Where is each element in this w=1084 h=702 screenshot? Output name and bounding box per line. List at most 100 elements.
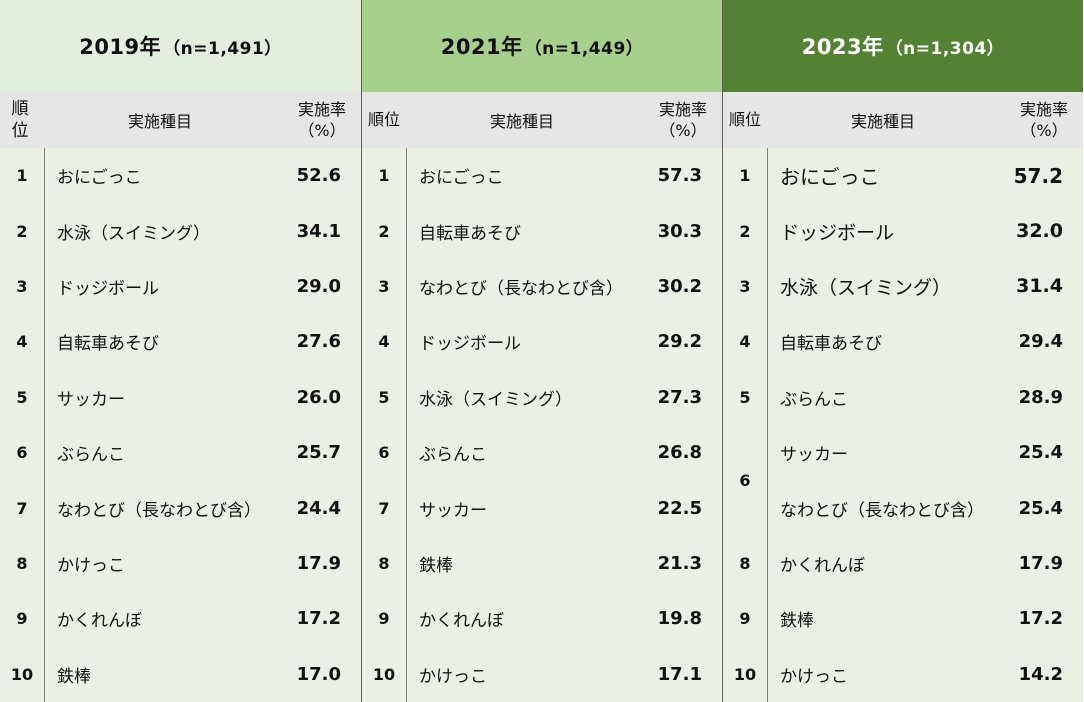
year-title: 2019年 [79, 35, 162, 59]
item-cell: かくれんぼ [57, 611, 142, 632]
rank-cell: 10 [372, 664, 396, 684]
sample-size: （n=1,491） [163, 38, 282, 59]
column-header-2023: 順位 実施種目 実施率 （%） [723, 92, 1083, 148]
rank-cell: 3 [739, 276, 751, 296]
item-cell: 鉄棒 [780, 611, 814, 632]
rate-cell: 29.4 [1018, 331, 1063, 353]
table-row: 1 おにごっこ 57.2 [723, 148, 1083, 203]
column-header-2019: 順 位 実施種目 実施率 （%） [0, 92, 361, 148]
rate-cell: 27.3 [657, 386, 702, 408]
table-row: 3 なわとび（長なわとび含） 30.2 [362, 259, 722, 314]
year-title: 2023年 [801, 35, 884, 59]
item-header: 実施種目 [850, 112, 915, 131]
rate-header-line2: （%） [1020, 121, 1068, 140]
rank-header-label: 順 位 [11, 99, 29, 141]
rank-cell: 1 [16, 166, 28, 186]
item-cell: なわとび（長なわとび含） [57, 500, 261, 521]
table-row: 5 水泳（スイミング） 27.3 [362, 370, 722, 425]
item-cell: サッカー [57, 389, 125, 410]
rank-cell: 5 [739, 387, 751, 407]
rank-cell: 7 [16, 498, 28, 518]
rank-divider [767, 148, 768, 702]
table-row: 5 ぶらんこ 28.9 [723, 370, 1083, 425]
item-cell: サッカー [419, 500, 487, 521]
rate-cell: 57.2 [1013, 163, 1063, 188]
rate-header: 実施率 （%） [650, 92, 716, 148]
rank-cell: 9 [16, 609, 28, 629]
rate-cell: 32.0 [1016, 220, 1063, 243]
rank-cell: 6 [739, 470, 751, 490]
rate-cell: 29.2 [657, 331, 702, 353]
item-cell: 自転車あそび [780, 334, 882, 355]
item-cell: ドッジボール [57, 278, 159, 299]
rate-header: 実施率 （%） [289, 92, 355, 148]
item-cell: ぶらんこ [419, 445, 487, 466]
rank-cell: 10 [10, 664, 34, 684]
rows-2023: 1 おにごっこ 57.2 2 ドッジボール 32.0 3 水泳（スイミング） 31.4 4 自転車あ… [723, 148, 1083, 702]
rate-cell: 17.2 [296, 608, 341, 630]
rate-cell: 17.9 [296, 552, 341, 574]
rate-cell: 17.9 [1018, 552, 1063, 574]
rate-header-line2: （%） [659, 121, 707, 140]
rate-cell: 17.1 [657, 663, 702, 685]
rate-header-line2: （%） [298, 121, 346, 140]
rate-cell: 25.4 [1018, 497, 1063, 519]
rank-cell: 2 [378, 221, 390, 241]
table-row: 8 かくれんぼ 17.9 [723, 536, 1083, 591]
item-cell: おにごっこ [419, 168, 504, 189]
item-cell: かけっこ [57, 555, 125, 576]
item-header: 実施種目 [127, 112, 192, 131]
table-row: 4 ドッジボール 29.2 [362, 314, 722, 369]
table-row: 7 サッカー 22.5 [362, 480, 722, 535]
rate-cell: 30.2 [657, 275, 702, 297]
rank-cell: 1 [378, 166, 390, 186]
rate-cell: 29.0 [296, 275, 341, 297]
rank-cell: 6 [16, 443, 28, 463]
rank-cell: 10 [733, 664, 757, 684]
table-row: 3 ドッジボール 29.0 [0, 259, 361, 314]
item-cell: おにごっこ [780, 165, 880, 190]
rank-cell: 8 [378, 553, 390, 573]
rate-cell: 19.8 [657, 608, 702, 630]
panel-title-2019: 2019年 （n=1,491） [0, 0, 361, 92]
rank-cell: 2 [739, 221, 751, 241]
rate-cell: 31.4 [1016, 275, 1063, 298]
rank-cell: 5 [16, 387, 28, 407]
rank-cell: 1 [739, 166, 751, 186]
rate-cell: 25.4 [1018, 442, 1063, 464]
item-cell: 水泳（スイミング） [419, 389, 572, 410]
table-row: 1 おにごっこ 52.6 [0, 148, 361, 203]
rank-cell: 8 [739, 553, 751, 573]
rate-header-line1: 実施率 [658, 100, 707, 119]
rows-2021: 1 おにごっこ 57.3 2 自転車あそび 30.3 3 なわとび（長なわとび含） 30.2 4 ド… [362, 148, 722, 702]
item-cell: かくれんぼ [419, 611, 504, 632]
rate-cell: 26.8 [657, 442, 702, 464]
table-row: 5 サッカー 26.0 [0, 370, 361, 425]
rank-cell: 3 [16, 276, 28, 296]
rank-cell: 5 [378, 387, 390, 407]
item-cell: おにごっこ [57, 168, 142, 189]
table-row: 4 自転車あそび 27.6 [0, 314, 361, 369]
sample-size: （n=1,304） [885, 38, 1005, 59]
table-row: 10 かけっこ 17.1 [362, 647, 722, 702]
table-row: 8 かけっこ 17.9 [0, 536, 361, 591]
table-row: 9 かくれんぼ 17.2 [0, 591, 361, 646]
rank-divider [44, 148, 45, 702]
panel-2023: 2023年 （n=1,304） 順位 実施種目 実施率 （%） 1 おにごっこ 57… [722, 0, 1083, 702]
table-row: 9 鉄棒 17.2 [723, 591, 1083, 646]
item-cell: かけっこ [780, 666, 848, 687]
sample-size: （n=1,449） [524, 38, 644, 59]
rank-divider [406, 148, 407, 702]
table-row: 2 水泳（スイミング） 34.1 [0, 203, 361, 258]
panel-title-2021: 2021年 （n=1,449） [362, 0, 722, 92]
item-cell: ドッジボール [419, 334, 521, 355]
table-row: 6 ぶらんこ 26.8 [362, 425, 722, 480]
table-row: 10 かけっこ 14.2 [723, 647, 1083, 702]
panel-2019: 2019年 （n=1,491） 順 位 実施種目 実施率 （%） 1 おにごっこ 5… [0, 0, 361, 702]
item-cell: サッカー [780, 445, 848, 466]
rank-cell: 3 [378, 276, 390, 296]
rate-cell: 24.4 [296, 497, 341, 519]
year-title: 2021年 [440, 35, 523, 59]
rank-header: 順位 [367, 110, 400, 129]
